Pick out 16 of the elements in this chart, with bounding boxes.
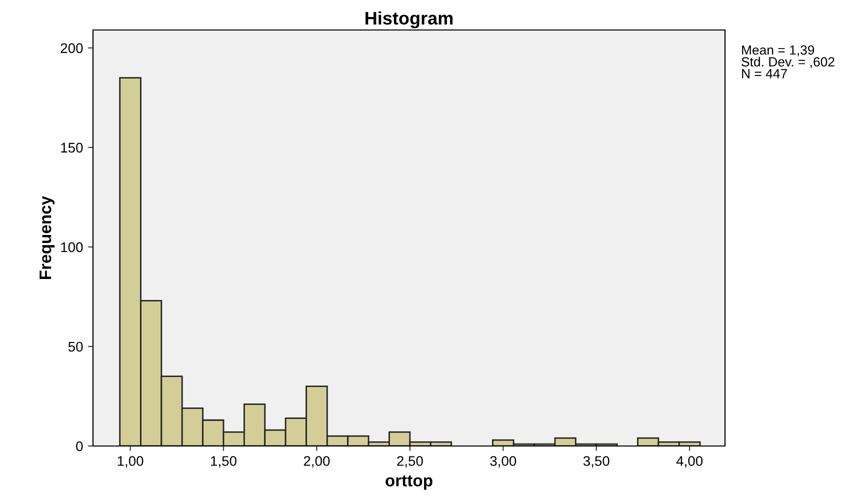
x-tick-label: 1,50 — [211, 456, 236, 468]
x-tick-label: 4,00 — [676, 456, 703, 468]
x-tick-label: 2,00 — [304, 456, 330, 468]
chart-title: Histogram — [366, 11, 453, 28]
x-tick-label: 2,50 — [397, 456, 423, 468]
x-tick-label: 1,00 — [118, 456, 144, 468]
x-tick-label: 3,00 — [490, 456, 516, 468]
y-axis-title: Frequency — [40, 196, 55, 280]
text: Mean = 1,39 Std. Dev. = ,602 N = 447 — [742, 45, 834, 78]
x-tick-label: 3,50 — [583, 456, 610, 468]
y-tick-label: 100 — [61, 242, 83, 252]
x-axis-title: orttop — [386, 475, 432, 490]
y-tick-label: 0 — [76, 441, 83, 452]
y-tick-label: 200 — [60, 43, 83, 54]
y-tick-label: 50 — [68, 342, 83, 352]
y-tick-label: 150 — [61, 142, 83, 153]
